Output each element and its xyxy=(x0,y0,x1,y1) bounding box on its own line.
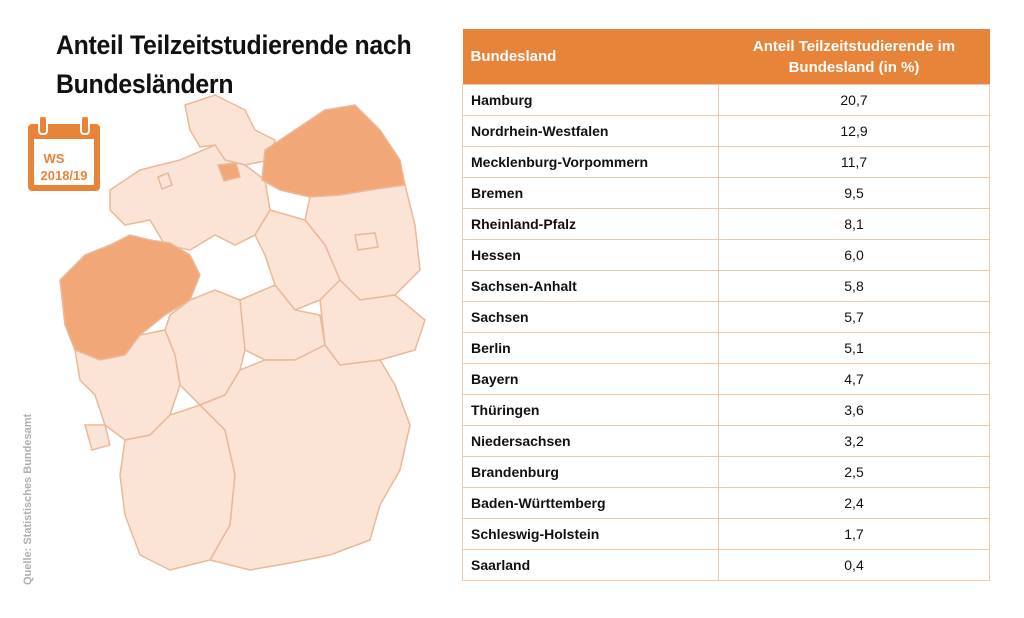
table-row: Hessen 6,0 xyxy=(462,239,990,271)
table-cell-state: Nordrhein-Westfalen xyxy=(462,115,719,147)
table-row: Mecklenburg-Vorpommern 11,7 xyxy=(462,146,990,178)
table-cell-value: 8,1 xyxy=(718,208,990,240)
table-row: Bremen 9,5 xyxy=(462,177,990,209)
table-body: Hamburg 20,7 Nordrhein-Westfalen 12,9 Meckle… xyxy=(462,84,990,581)
table-cell-value: 4,7 xyxy=(718,363,990,395)
table-row: Baden-Württemberg 2,4 xyxy=(462,487,990,519)
table-row: Niedersachsen 3,2 xyxy=(462,425,990,457)
table-row: Thüringen 3,6 xyxy=(462,394,990,426)
table-cell-state: Saarland xyxy=(462,549,719,581)
calendar-year: 2018/19 xyxy=(40,168,88,183)
table-cell-value: 1,7 xyxy=(718,518,990,550)
table-cell-state: Niedersachsen xyxy=(462,425,719,457)
table-cell-state: Rheinland-Pfalz xyxy=(462,208,719,240)
table-row: Hamburg 20,7 xyxy=(462,84,990,116)
table-cell-value: 11,7 xyxy=(718,146,990,178)
map-state-berlin xyxy=(354,232,379,251)
column-header-state: Bundesland xyxy=(462,29,719,85)
data-table-container: Bundesland Anteil Teilzeitstudierende im… xyxy=(462,29,990,581)
table-cell-value: 2,5 xyxy=(718,456,990,488)
germany-map xyxy=(59,94,426,571)
table-cell-state: Bremen xyxy=(462,177,719,209)
map-state-schleswig-holstein xyxy=(184,94,276,166)
map-state-sachsen-anhalt xyxy=(254,209,341,311)
table-cell-state: Baden-Württemberg xyxy=(462,487,719,519)
source-note: Quelle: Statistisches Bundesamt xyxy=(22,413,34,585)
table-cell-value: 20,7 xyxy=(718,84,990,116)
table-cell-value: 5,1 xyxy=(718,332,990,364)
table-cell-value: 0,4 xyxy=(718,549,990,581)
table-cell-value: 2,4 xyxy=(718,487,990,519)
table-row: Sachsen-Anhalt 5,8 xyxy=(462,270,990,302)
table-cell-state: Schleswig-Holstein xyxy=(462,518,719,550)
table-row: Nordrhein-Westfalen 12,9 xyxy=(462,115,990,147)
table-cell-state: Sachsen-Anhalt xyxy=(462,270,719,302)
page-title: Anteil Teilzeitstudierende nach Bundeslä… xyxy=(56,30,412,99)
table-row: Berlin 5,1 xyxy=(462,332,990,364)
table-row: Sachsen 5,7 xyxy=(462,301,990,333)
table-cell-state: Bayern xyxy=(462,363,719,395)
table-cell-state: Berlin xyxy=(462,332,719,364)
table-cell-value: 9,5 xyxy=(718,177,990,209)
table-cell-value: 6,0 xyxy=(718,239,990,271)
calendar-icon: WS 2018/19 xyxy=(25,114,103,194)
table-cell-state: Hamburg xyxy=(462,84,719,116)
table-cell-state: Mecklenburg-Vorpommern xyxy=(462,146,719,178)
table-header-row: Bundesland Anteil Teilzeitstudierende im… xyxy=(462,29,990,85)
table-cell-value: 3,6 xyxy=(718,394,990,426)
column-header-share: Anteil Teilzeitstudierende im Bundesland… xyxy=(718,29,990,85)
table-row: Rheinland-Pfalz 8,1 xyxy=(462,208,990,240)
map-state-saarland xyxy=(84,424,111,451)
table-row: Saarland 0,4 xyxy=(462,549,990,581)
table-row: Schleswig-Holstein 1,7 xyxy=(462,518,990,550)
table-cell-state: Hessen xyxy=(462,239,719,271)
map-state-bremen xyxy=(157,172,173,190)
map-state-bayern xyxy=(198,344,411,571)
map-state-rheinland-pfalz xyxy=(74,329,181,441)
table-cell-value: 5,8 xyxy=(718,270,990,302)
calendar-term: WS xyxy=(43,151,65,166)
map-state-hamburg xyxy=(216,162,241,182)
table-cell-state: Thüringen xyxy=(462,394,719,426)
table-cell-state: Sachsen xyxy=(462,301,719,333)
map-state-mecklenburg-vorpommern xyxy=(261,104,406,198)
table-row: Brandenburg 2,5 xyxy=(462,456,990,488)
table-cell-value: 5,7 xyxy=(718,301,990,333)
data-table: Bundesland Anteil Teilzeitstudierende im… xyxy=(462,29,990,581)
table-row: Bayern 4,7 xyxy=(462,363,990,395)
table-cell-value: 3,2 xyxy=(718,425,990,457)
table-cell-state: Brandenburg xyxy=(462,456,719,488)
table-cell-value: 12,9 xyxy=(718,115,990,147)
